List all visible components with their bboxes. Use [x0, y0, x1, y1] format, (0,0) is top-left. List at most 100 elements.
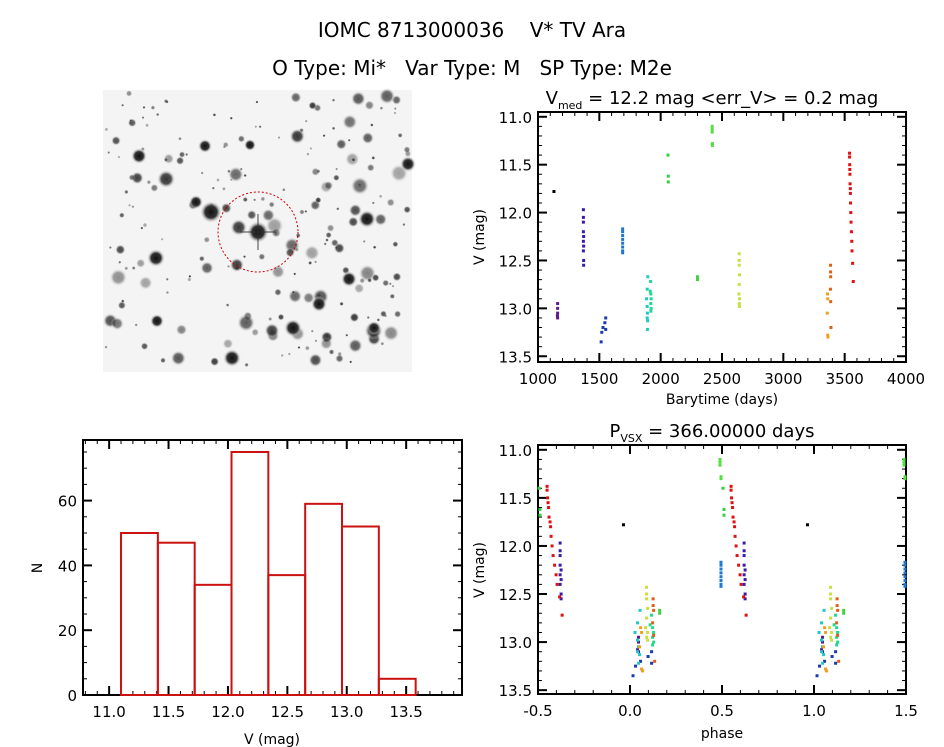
phased-data-point [733, 525, 737, 529]
phased-data-point [718, 463, 722, 467]
data-point [645, 304, 649, 308]
star [403, 205, 412, 214]
star [129, 119, 133, 123]
phased-data-point [737, 563, 741, 567]
star [227, 169, 231, 174]
x-tick-label: 3500 [826, 370, 864, 388]
star [185, 152, 189, 157]
y-tick-label: 13.0 [499, 634, 532, 652]
star [110, 316, 124, 331]
phased-data-point [636, 650, 640, 654]
phased-data-point [903, 582, 907, 586]
data-point [555, 314, 559, 318]
phased-data-point [837, 659, 841, 663]
star [227, 264, 231, 268]
x-tick-label: 2000 [642, 370, 680, 388]
phased-data-point [646, 606, 650, 610]
data-point [737, 292, 741, 296]
y-tick-label: 13.5 [499, 682, 532, 700]
phased-data-point [835, 597, 839, 601]
phased-data-point [829, 585, 833, 589]
data-point [710, 144, 714, 148]
star [316, 169, 321, 174]
phased-data-point [730, 496, 734, 500]
phased-data-point [834, 661, 838, 665]
phased-data-point [834, 650, 838, 654]
phased-data-point [903, 560, 907, 564]
phased-data-point [719, 579, 723, 583]
phased-data-point [824, 630, 828, 634]
phased-data-point [739, 582, 743, 586]
phased-data-point [633, 630, 637, 634]
star [242, 255, 247, 259]
data-point [829, 300, 833, 304]
phased-data-point [652, 633, 656, 637]
star [134, 323, 138, 327]
phased-data-point [718, 457, 722, 461]
phased-data-point [834, 613, 838, 617]
phased-data-point [821, 640, 825, 644]
histogram-ylabel: N [30, 563, 46, 573]
histogram-bar [341, 525, 380, 697]
data-point [621, 245, 625, 249]
phased-data-point [824, 667, 828, 671]
star [287, 352, 291, 356]
star [339, 301, 344, 307]
phased-data-point [559, 592, 563, 596]
star [326, 223, 335, 233]
data-point [649, 292, 653, 296]
data-point [601, 326, 605, 330]
star [104, 345, 108, 349]
data-point [646, 275, 650, 279]
data-point [851, 261, 855, 265]
phased-data-point [551, 554, 555, 558]
star [222, 338, 234, 350]
data-point [851, 280, 855, 284]
bright-star [189, 195, 203, 209]
star [128, 174, 136, 181]
data-point [621, 234, 625, 238]
data-point [556, 306, 560, 310]
star [382, 324, 400, 342]
star [331, 98, 336, 102]
star [264, 322, 280, 339]
star [335, 138, 348, 150]
phased-data-point [639, 659, 643, 663]
star [268, 201, 275, 208]
star [349, 312, 360, 323]
page-subtitle: O Type: Mi* Var Type: M SP Type: M2e [272, 56, 672, 80]
phased-data-point [645, 592, 649, 596]
phase-curve-panel: PVSX = 366.00000 days phase V (mag) -0.5… [472, 421, 918, 742]
star [297, 346, 301, 350]
star [140, 226, 144, 230]
phased-data-point [550, 544, 554, 548]
star [255, 100, 259, 104]
star [229, 178, 233, 182]
phased-data-point [558, 549, 562, 553]
aperture-circle [217, 191, 299, 273]
phased-data-point [903, 567, 907, 571]
phased-data-point [651, 597, 655, 601]
x-tick-label: 0.5 [710, 702, 734, 720]
star [243, 173, 247, 178]
phased-data-point [719, 582, 723, 586]
phased-data-point [903, 579, 907, 583]
phased-data-point [836, 640, 840, 644]
data-point [621, 249, 625, 253]
phase-curve-title: PVSX = 366.00000 days [610, 421, 815, 445]
star [366, 163, 375, 172]
phased-data-point [554, 573, 558, 577]
star [372, 245, 376, 249]
phased-data-point [743, 592, 747, 596]
phased-data-point [645, 635, 649, 639]
x-tick-label: 1500 [580, 370, 618, 388]
phased-data-point [903, 477, 907, 481]
histogram-panel: V (mag) N 11.0 11.5 12.0 12.5 13.0 13.5 0 20 40 6… [30, 439, 463, 747]
bright-star [358, 210, 376, 228]
phased-data-point [836, 630, 840, 634]
data-point [848, 182, 852, 186]
data-point [737, 273, 741, 277]
star [188, 274, 192, 278]
phased-data-point [842, 611, 846, 615]
star [229, 257, 245, 273]
